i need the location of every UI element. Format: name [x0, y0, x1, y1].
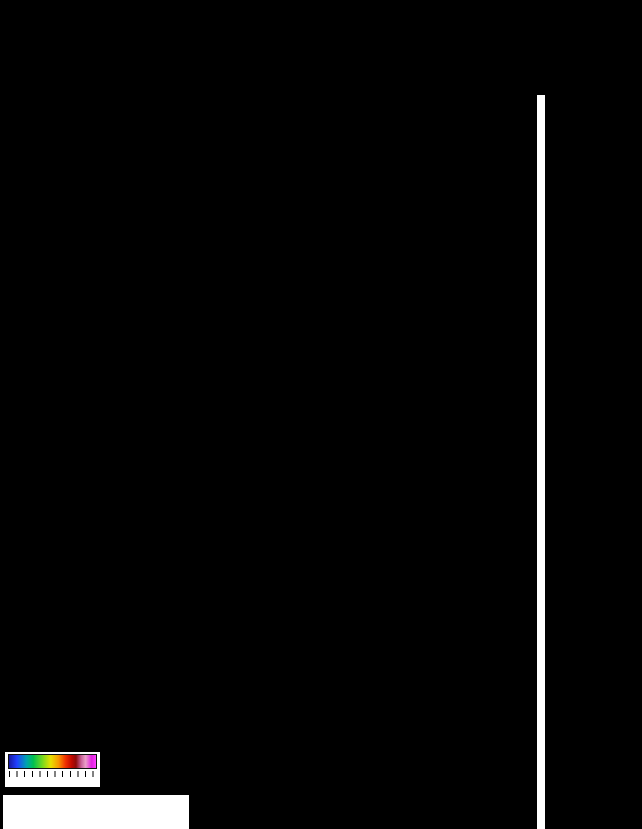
- spectrum-analyzer-panel[interactable]: [0, 0, 537, 95]
- color-scale-ticks: [9, 771, 96, 777]
- amplitude-waveform-panel[interactable]: [545, 95, 642, 829]
- color-gradient-bar: [8, 754, 97, 769]
- frequency-ruler[interactable]: [0, 95, 537, 125]
- waterfall-spectrogram[interactable]: [0, 125, 537, 829]
- panel-divider: [537, 95, 545, 829]
- status-box: [1, 793, 191, 829]
- color-scale-legend: [3, 750, 102, 789]
